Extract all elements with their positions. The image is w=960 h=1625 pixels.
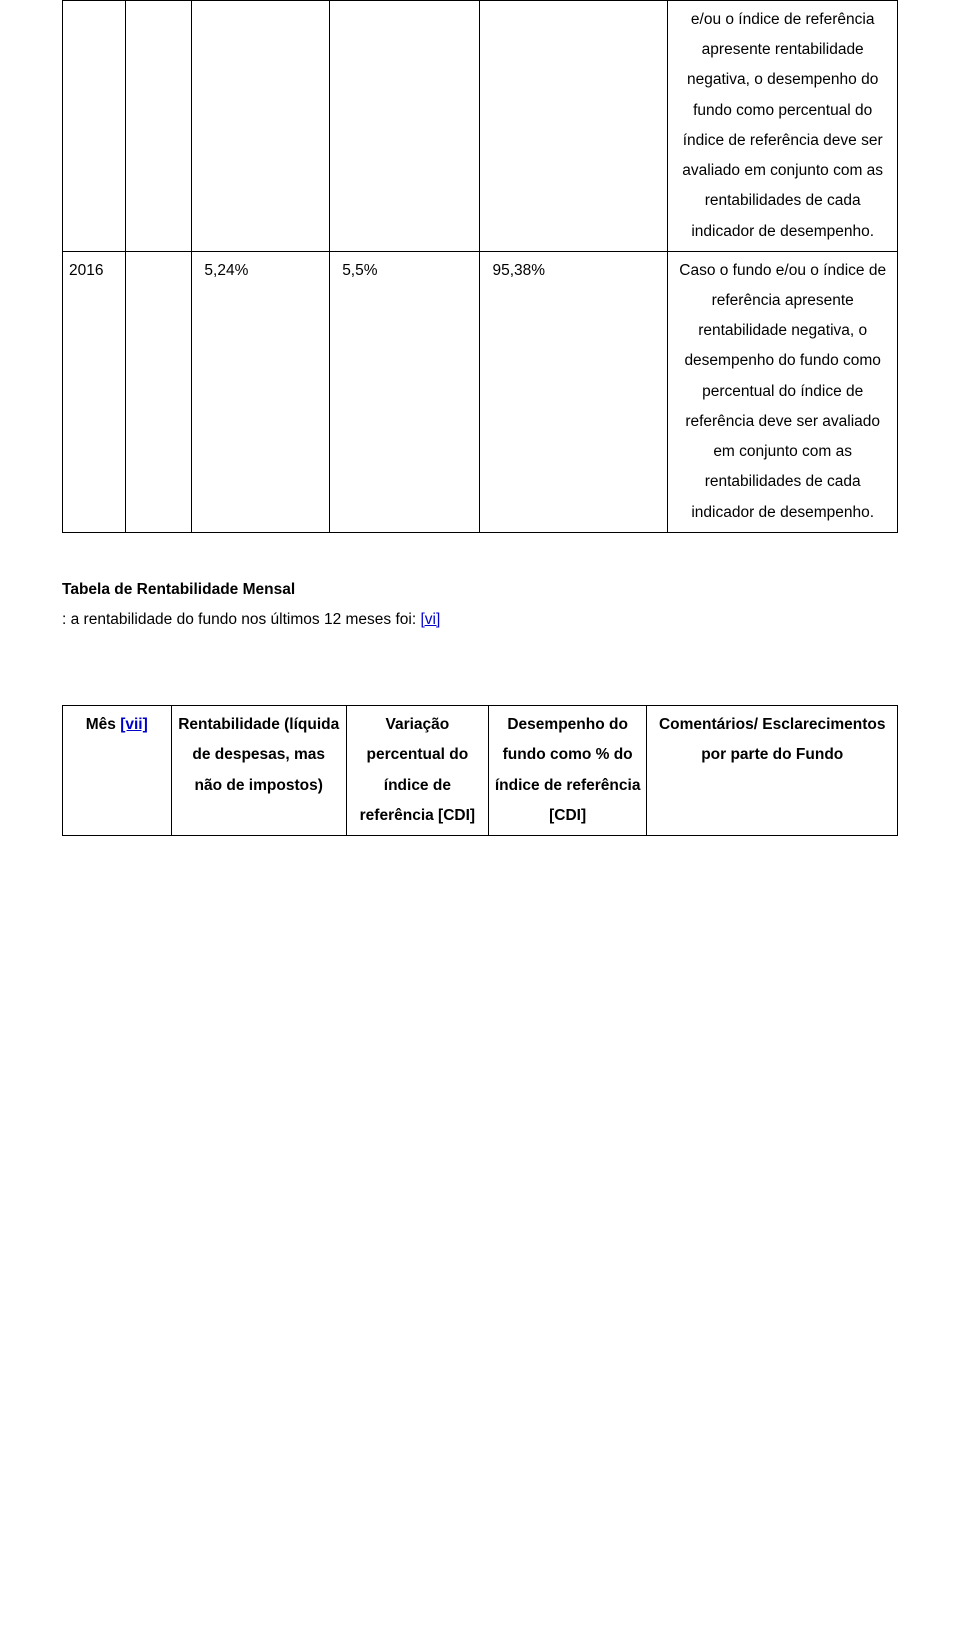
- col-month-label: Mês: [86, 716, 120, 733]
- cell-empty: [330, 1, 480, 252]
- table-header-row: Mês [vii] Rentabilidade (líquida de desp…: [63, 706, 898, 836]
- annual-performance-table: e/ou o índice de referência apresente re…: [62, 0, 898, 533]
- table-row: e/ou o índice de referência apresente re…: [63, 1, 898, 252]
- cell-empty: [480, 1, 668, 252]
- cell-value-2: 5,5%: [330, 251, 480, 532]
- col-month: Mês [vii]: [63, 706, 172, 836]
- cell-description: e/ou o índice de referência apresente re…: [668, 1, 898, 252]
- col-desempenho: Desempenho do fundo como % do índice de …: [488, 706, 647, 836]
- col-rentabilidade: Rentabilidade (líquida de despesas, mas …: [171, 706, 346, 836]
- monthly-performance-table: Mês [vii] Rentabilidade (líquida de desp…: [62, 705, 898, 836]
- cell-value-3: 95,38%: [480, 251, 668, 532]
- col-comentarios: Comentários/ Esclarecimentos por parte d…: [647, 706, 898, 836]
- section-subline: : a rentabilidade do fundo nos últimos 1…: [62, 605, 898, 635]
- cell-empty: [125, 251, 192, 532]
- cell-empty: [192, 1, 330, 252]
- table-row: 2016 5,24% 5,5% 95,38% Caso o fundo e/ou…: [63, 251, 898, 532]
- cell-empty: [63, 1, 126, 252]
- section-heading: Tabela de Rentabilidade Mensal: [62, 575, 898, 605]
- cell-description: Caso o fundo e/ou o índice de referência…: [668, 251, 898, 532]
- subline-text: : a rentabilidade do fundo nos últimos 1…: [62, 611, 420, 628]
- cell-value-1: 5,24%: [192, 251, 330, 532]
- footnote-link-vii[interactable]: [vii]: [120, 716, 148, 733]
- footnote-link-vi[interactable]: [vi]: [420, 611, 440, 628]
- cell-year: 2016: [63, 251, 126, 532]
- cell-empty: [125, 1, 192, 252]
- col-variacao: Variação percentual do índice de referên…: [346, 706, 488, 836]
